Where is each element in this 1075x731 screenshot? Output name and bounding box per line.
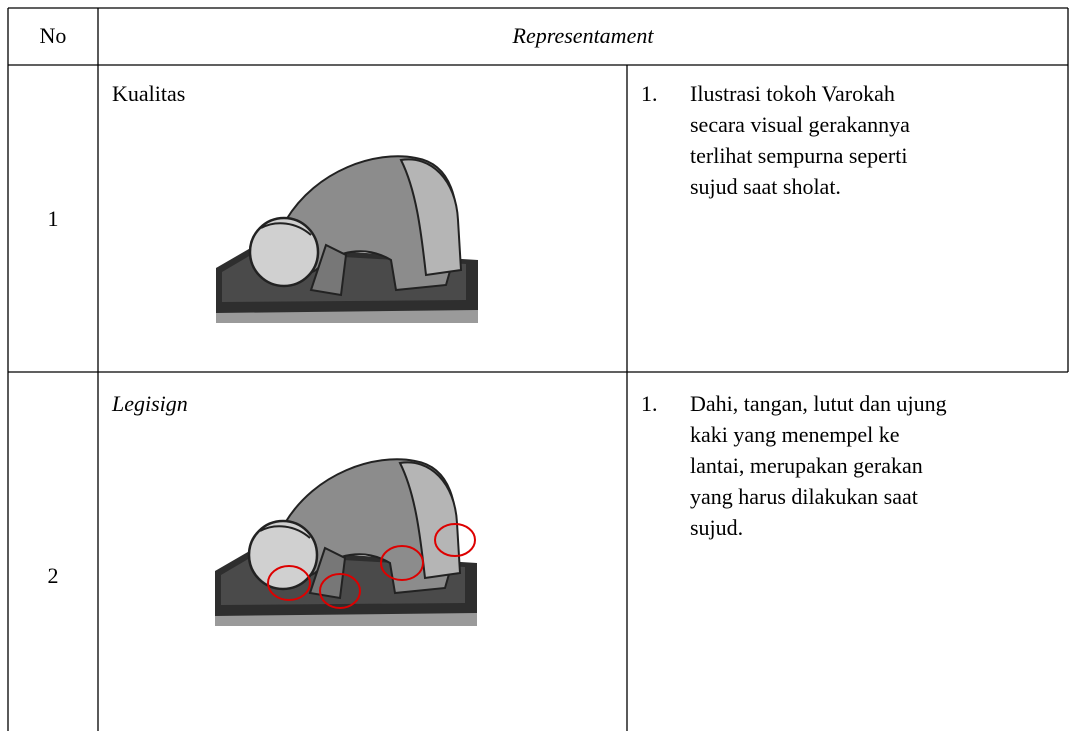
list-text: sujud saat sholat. — [690, 174, 841, 199]
sign-type: Legisign — [112, 391, 188, 416]
list-text: lantai, merupakan gerakan — [690, 453, 923, 478]
list-marker: 1. — [641, 391, 658, 416]
list-text: Ilustrasi tokoh Varokah — [690, 81, 895, 106]
header-representament: Representament — [512, 23, 654, 48]
grid-lines — [7, 7, 1069, 731]
highlight-circles — [267, 523, 476, 609]
list-text: Dahi, tangan, lutut dan ujung — [690, 391, 947, 416]
illustration — [216, 155, 478, 323]
illustration — [214, 458, 478, 626]
sign-type: Kualitas — [112, 81, 186, 106]
list-text: sujud. — [690, 515, 744, 540]
list-text: yang harus dilakukan saat — [690, 484, 918, 509]
list-text: terlihat sempurna seperti — [690, 143, 908, 168]
list-text: kaki yang menempel ke — [690, 422, 900, 447]
list-text: secara visual gerakannya — [690, 112, 910, 137]
row-number: 1 — [47, 206, 59, 231]
list-marker: 1. — [641, 81, 658, 106]
row-number: 2 — [47, 563, 59, 588]
header-no: No — [39, 23, 67, 48]
